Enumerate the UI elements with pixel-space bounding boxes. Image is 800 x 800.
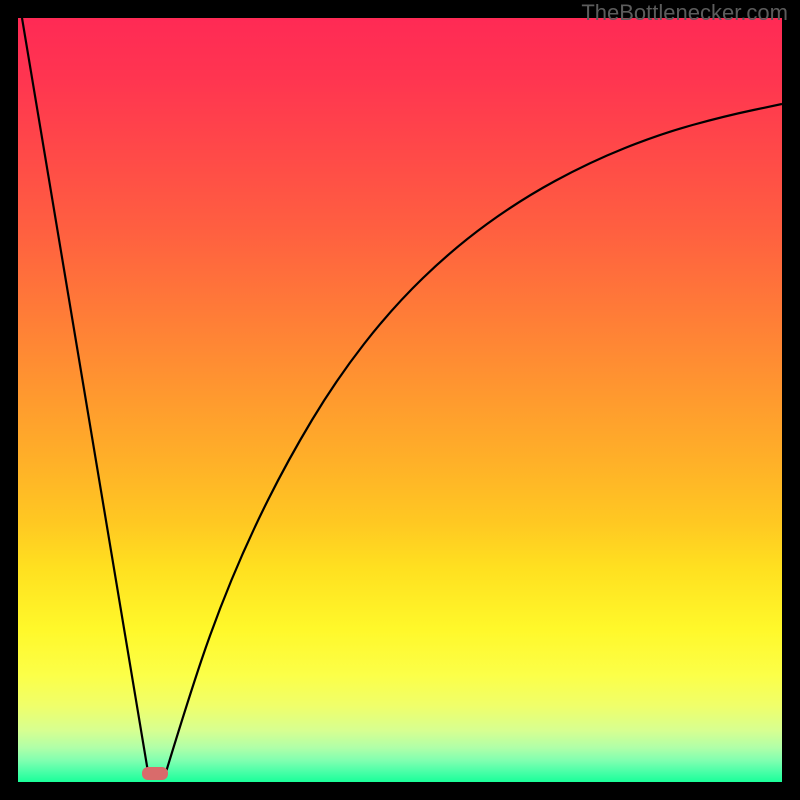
bottleneck-chart: TheBottlenecker.com xyxy=(0,0,800,800)
watermark-text: TheBottlenecker.com xyxy=(581,0,788,26)
chart-svg xyxy=(0,0,800,800)
minimum-marker xyxy=(142,767,168,780)
